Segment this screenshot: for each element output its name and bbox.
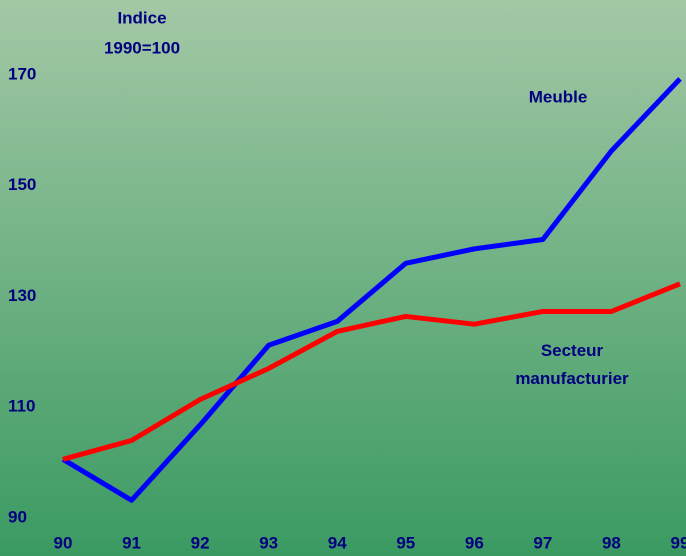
x-tick-label: 99: [671, 533, 686, 552]
x-tick-label: 94: [328, 533, 347, 552]
series-line: [62, 281, 681, 462]
series-label: Meuble: [529, 87, 588, 106]
y-tick-label: 170: [8, 64, 36, 83]
y-axis-title: Indice: [117, 8, 166, 27]
series-label: Secteur manufacturier: [515, 341, 629, 388]
y-tick-label: 90: [8, 507, 27, 526]
y-tick-label: 110: [8, 397, 35, 416]
x-tick-label: 97: [533, 533, 552, 552]
x-tick-label: 96: [465, 533, 484, 552]
y-tick-label: 150: [8, 175, 36, 194]
x-tick-label: 93: [259, 533, 278, 552]
x-tick-label: 95: [396, 533, 415, 552]
y-tick-label: 130: [8, 286, 36, 305]
x-tick-label: 98: [602, 533, 621, 552]
x-tick-label: 90: [54, 533, 73, 552]
series-line: [61, 77, 682, 503]
y-axis-title: 1990=100: [104, 38, 180, 57]
x-tick-label: 92: [191, 533, 210, 552]
x-tick-label: 91: [122, 533, 141, 552]
